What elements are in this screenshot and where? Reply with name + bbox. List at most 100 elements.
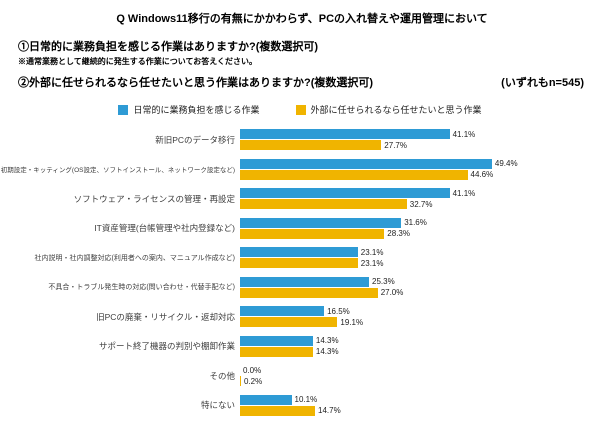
burden-bar [240, 335, 313, 346]
outsource-bar [240, 228, 385, 239]
category-label: IT資産管理(台帳管理や社内登録など) [94, 223, 235, 234]
question-2-row: ②外部に任せられるなら任せたいと思う作業はありますか?(複数選択可) (いずれも… [18, 74, 586, 90]
legend-label: 外部に任せられるなら任せたいと思う作業 [310, 105, 482, 115]
bar-value-label: 27.7% [384, 140, 407, 150]
chart-row: 初期設定・キッティング(OS設定、ソフトインストール、ネットワーク設定など) 49… [0, 155, 600, 185]
burden-bar [240, 306, 325, 317]
bar-line: 44.6% [240, 169, 518, 180]
bar-value-label: 31.6% [404, 218, 427, 228]
bar-value-label: 14.3% [315, 336, 339, 346]
bar-chart: 新旧PCのデータ移行 41.1% 27.7% 初期設定・キッティング(OS設定、ソフト… [0, 125, 600, 420]
bar-line: 41.1% [240, 188, 476, 199]
bar-line: 27.7% [240, 140, 475, 151]
bar-value-label: 14.7% [318, 406, 341, 416]
legend-swatch-icon [118, 104, 129, 115]
burden-bar [240, 158, 492, 169]
bar-value-label: 0.0% [243, 365, 262, 375]
question-2: ②外部に任せられるなら任せたいと思う作業はありますか?(複数選択可) [18, 77, 374, 89]
burden-bar [240, 217, 402, 228]
outsource-bar [240, 258, 358, 269]
bar-line: 19.1% [240, 317, 364, 328]
question-title: Q Windows11移行の有無にかかわらず、PCの入れ替えや運用管理において [116, 13, 488, 25]
bar-value-label: 41.1% [452, 188, 476, 198]
bar-group: 25.3% 27.0% [240, 276, 404, 298]
bar-value-label: 10.1% [294, 395, 318, 405]
bar-value-label: 0.2% [244, 376, 263, 386]
sample-size-note: (いずれもn=545) [501, 77, 584, 89]
bar-group: 41.1% 27.7% [240, 129, 476, 151]
burden-bar [240, 394, 292, 405]
outsource-bar [240, 405, 315, 416]
bar-value-label: 27.0% [380, 288, 404, 298]
bar-line: 32.7% [240, 199, 475, 210]
bar-group: 23.1% 23.1% [240, 247, 384, 269]
chart-header: Q Windows11移行の有無にかかわらず、PCの入れ替えや運用管理において … [0, 0, 600, 90]
chart-row: 不具合・トラブル発生時の対応(問い合わせ・代替手配など) 25.3% 27.0% [0, 273, 600, 303]
legend-swatch-icon [295, 104, 306, 115]
burden-bar [240, 247, 358, 258]
legend: 日常的に業務負担を感じる作業 外部に任せられるなら任せたいと思う作業 [0, 103, 600, 116]
bar-line: 0.2% [240, 376, 263, 387]
outsource-bar [240, 140, 382, 151]
bar-line: 31.6% [240, 217, 427, 228]
bar-group: 31.6% 28.3% [240, 217, 427, 239]
bar-value-label: 25.3% [372, 277, 395, 287]
bar-value-label: 23.1% [360, 258, 384, 268]
chart-rows: 新旧PCのデータ移行 41.1% 27.7% 初期設定・キッティング(OS設定、ソフト… [0, 125, 600, 420]
chart-row: 新旧PCのデータ移行 41.1% 27.7% [0, 125, 600, 155]
category-label: サポート終了機器の判別や棚卸作業 [98, 341, 235, 352]
bar-line: 10.1% [240, 394, 341, 405]
chart-row: 旧PCの廃棄・リサイクル・返却対応 16.5% 19.1% [0, 302, 600, 332]
bar-value-label: 49.4% [494, 159, 518, 169]
bar-value-label: 32.7% [409, 199, 433, 209]
outsource-bar [240, 199, 407, 210]
outsource-bar [240, 376, 241, 387]
bar-line: 23.1% [240, 247, 384, 258]
bar-value-label: 16.5% [327, 306, 350, 316]
bar-value-label: 44.6% [470, 170, 494, 180]
bar-line: 41.1% [240, 129, 476, 140]
outsource-bar [240, 169, 468, 180]
chart-row: サポート終了機器の判別や棚卸作業 14.3% 14.3% [0, 332, 600, 362]
bar-group: 0.0% 0.2% [240, 365, 263, 387]
outsource-bar [240, 287, 378, 298]
bar-line: 14.7% [240, 405, 341, 416]
category-label: ソフトウェア・ライセンスの管理・再設定 [73, 193, 235, 204]
category-label: 特にない [200, 400, 235, 411]
bar-value-label: 28.3% [387, 229, 410, 239]
burden-bar [240, 276, 369, 287]
bar-group: 14.3% 14.3% [240, 335, 339, 357]
outsource-bar [240, 317, 338, 328]
bar-line: 0.0% [240, 365, 262, 375]
question-1: ①日常的に業務負担を感じる作業はありますか?(複数選択可) [18, 41, 319, 53]
bar-value-label: 41.1% [452, 129, 476, 139]
chart-row: 社内説明・社内調整対応(利用者への案内、マニュアル作成など) 23.1% 23.1% [0, 243, 600, 273]
bar-line: 28.3% [240, 228, 427, 239]
bar-line: 16.5% [240, 306, 363, 317]
category-label: その他 [209, 370, 235, 381]
legend-item: 日常的に業務負担を感じる作業 [118, 103, 260, 116]
bar-group: 10.1% 14.7% [240, 394, 341, 416]
bar-group: 41.1% 32.7% [240, 188, 476, 210]
bar-value-label: 23.1% [360, 247, 384, 257]
question-note: ※通常業務として継続的に発生する作業についてお答えください。 [18, 57, 258, 66]
category-label: 旧PCの廃棄・リサイクル・返却対応 [96, 311, 235, 322]
category-label: 社内説明・社内調整対応(利用者への案内、マニュアル作成など) [34, 254, 235, 262]
chart-row: IT資産管理(台帳管理や社内登録など) 31.6% 28.3% [0, 214, 600, 244]
legend-label: 日常的に業務負担を感じる作業 [133, 105, 260, 115]
bar-line: 49.4% [240, 158, 518, 169]
legend-item: 外部に任せられるなら任せたいと思う作業 [295, 103, 482, 116]
burden-bar [240, 129, 450, 140]
category-label: 不具合・トラブル発生時の対応(問い合わせ・代替手配など) [48, 284, 235, 292]
chart-row: 特にない 10.1% 14.7% [0, 391, 600, 421]
bar-group: 49.4% 44.6% [240, 158, 518, 180]
chart-row: その他 0.0% 0.2% [0, 361, 600, 391]
bar-line: 25.3% [240, 276, 403, 287]
bar-group: 16.5% 19.1% [240, 306, 364, 328]
bar-value-label: 19.1% [340, 317, 364, 327]
bar-line: 23.1% [240, 258, 384, 269]
outsource-bar [240, 346, 313, 357]
chart-row: ソフトウェア・ライセンスの管理・再設定 41.1% 32.7% [0, 184, 600, 214]
bar-line: 14.3% [240, 335, 339, 346]
category-label: 新旧PCのデータ移行 [155, 134, 235, 145]
